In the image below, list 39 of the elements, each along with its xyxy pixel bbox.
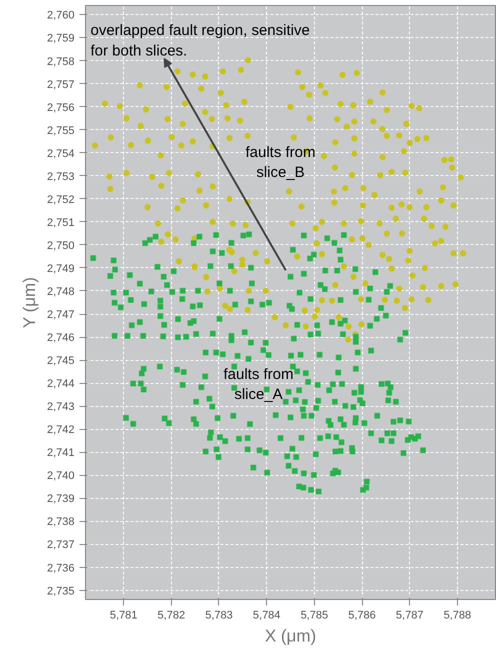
y-tick-label: 2,738	[46, 516, 75, 528]
x-tick-label: 5,787	[396, 610, 424, 622]
annotation: faults from slice_A	[223, 366, 294, 404]
y-tick-label: 2,757	[46, 78, 75, 91]
y-tick-label: 2,746	[46, 332, 75, 344]
annotation: faults from slice_B	[245, 144, 316, 182]
y-tick-label: 2,755	[46, 124, 75, 137]
y-tick-label: 2,756	[46, 102, 75, 114]
y-tick-label: 2,758	[46, 56, 75, 68]
y-tick-label: 2,742	[46, 424, 75, 436]
y-tick-label: 2,751	[46, 216, 75, 229]
y-tick-label: 2,759	[46, 32, 75, 45]
x-tick-label: 5,785	[300, 610, 328, 622]
y-tick-label: 2,747	[46, 309, 75, 322]
x-tick-label: 5,782	[158, 610, 186, 622]
y-tick-label: 2,735	[46, 585, 75, 598]
y-tick-label: 2,748	[46, 286, 75, 298]
y-tick-label: 2,750	[46, 240, 75, 252]
y-tick-label: 2,745	[46, 355, 75, 368]
x-tick-label: 5,781	[110, 610, 138, 622]
x-axis-title: X (μm)	[264, 626, 316, 646]
x-tick-label: 5,783	[205, 610, 233, 622]
x-tick-label: 5,786	[348, 610, 376, 622]
y-tick-label: 2,739	[46, 493, 75, 506]
y-tick-label: 2,744	[46, 378, 75, 390]
x-tick-label: 5,788	[444, 610, 472, 622]
annotation: overlapped fault region, sensitive for both slices.	[90, 22, 310, 60]
y-tick-label: 2,753	[46, 170, 75, 183]
y-tick-label: 2,760	[46, 10, 75, 22]
x-tick-label: 5,784	[252, 610, 280, 622]
y-tick-label: 2,754	[46, 148, 75, 160]
y-tick-label: 2,752	[46, 194, 75, 206]
y-tick-label: 2,743	[46, 401, 75, 414]
y-tick-label: 2,749	[46, 262, 75, 275]
y-tick-label: 2,740	[46, 470, 75, 482]
y-axis-title: Y (μm)	[20, 277, 39, 328]
y-tick-label: 2,736	[46, 562, 75, 574]
y-tick-label: 2,737	[46, 539, 75, 552]
y-tick-label: 2,741	[46, 447, 75, 460]
